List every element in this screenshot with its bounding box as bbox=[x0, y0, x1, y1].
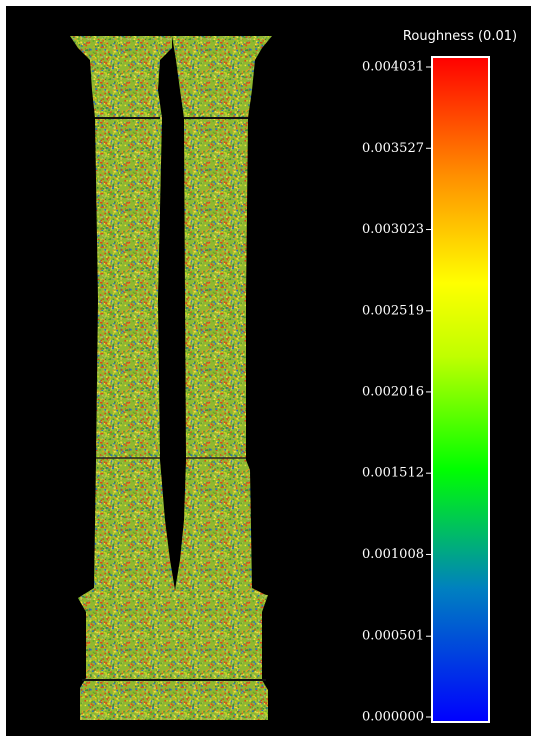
tick-label: 0.003023 bbox=[362, 222, 424, 237]
tick-label: 0.001512 bbox=[362, 466, 424, 481]
tick-label: 0.003527 bbox=[362, 141, 424, 156]
page: Roughness (0.01) 0.000000 0.000501 0.00100… bbox=[0, 0, 535, 740]
tick-label: 0.001008 bbox=[362, 547, 424, 562]
tick-label: 0.000501 bbox=[362, 629, 424, 644]
tick-label: 0.002016 bbox=[362, 384, 424, 399]
tick-label: 0.004031 bbox=[362, 60, 424, 75]
viewer: Roughness (0.01) 0.000000 0.000501 0.00100… bbox=[0, 0, 535, 740]
colorbar bbox=[432, 57, 489, 722]
colorbar-title: Roughness (0.01) bbox=[403, 29, 517, 44]
tick-label: 0.000000 bbox=[362, 710, 424, 725]
tick-label: 0.002519 bbox=[362, 303, 424, 318]
